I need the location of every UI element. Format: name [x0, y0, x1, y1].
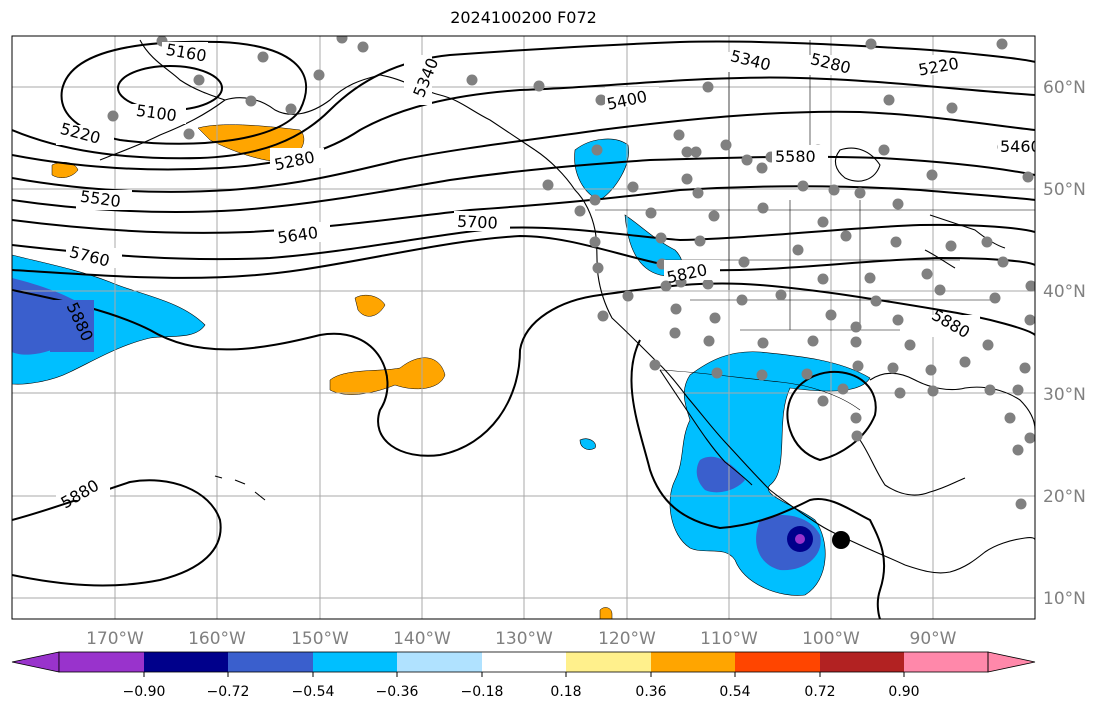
lat-label: 60°N — [1043, 78, 1086, 98]
negative-anomaly-area — [669, 351, 871, 596]
lon-label: 130°W — [495, 629, 553, 649]
colorbar-segment — [144, 652, 228, 672]
lon-label: 100°W — [802, 629, 860, 649]
lon-label: 90°W — [910, 629, 957, 649]
lon-label: 170°W — [86, 629, 144, 649]
colorbar-tick-label: −0.54 — [292, 684, 335, 700]
lat-label: 50°N — [1043, 180, 1086, 200]
latitude-axis: 60°N 50°N 40°N 30°N 20°N 10°N — [1043, 78, 1086, 609]
colorbar-tick-label: −0.36 — [376, 684, 419, 700]
colorbar-segment — [904, 652, 988, 672]
graticule — [12, 36, 1035, 619]
colorbar-tick-label: −0.72 — [207, 684, 250, 700]
colorbar-segment — [820, 652, 904, 672]
contour-label: 5460 — [1000, 137, 1041, 156]
negative-anomaly-area — [579, 438, 596, 450]
positive-anomaly-area — [599, 607, 613, 619]
colorbar-min-extension — [11, 651, 60, 673]
lon-label: 140°W — [393, 629, 451, 649]
colorbar-segment — [651, 652, 735, 672]
colorbar-segment — [735, 652, 820, 672]
colorbar-segment — [313, 652, 397, 672]
lon-label: 110°W — [700, 629, 758, 649]
colorbar-segment — [566, 652, 651, 672]
colorbar-segment — [397, 652, 482, 672]
colorbar-tick-label: 0.72 — [804, 684, 835, 700]
coastlines — [99, 39, 1035, 574]
colorbar-segment — [228, 652, 313, 672]
highlight-marker — [832, 531, 850, 549]
contour-label: 5580 — [775, 147, 816, 166]
lon-label: 160°W — [188, 629, 246, 649]
colorbar-tick-label: 0.36 — [635, 684, 666, 700]
contour-label: 5700 — [457, 212, 499, 233]
positive-anomaly-area — [354, 294, 386, 317]
colorbar-tick-label: 0.54 — [719, 684, 750, 700]
colorbar: −0.90 −0.72 −0.54 −0.36 −0.18 0.18 0.36 … — [11, 651, 1036, 700]
negative-anomaly-area — [696, 456, 745, 493]
height-contours — [12, 40, 1035, 619]
colorbar-tick-label: 0.90 — [888, 684, 919, 700]
lat-label: 20°N — [1043, 487, 1086, 507]
lat-label: 10°N — [1043, 589, 1086, 609]
colorbar-outline — [58, 651, 989, 673]
lon-label: 120°W — [598, 629, 656, 649]
colorbar-tick-label: −0.18 — [461, 684, 504, 700]
colorbar-tick-label: −0.90 — [123, 684, 166, 700]
lat-label: 30°N — [1043, 385, 1086, 405]
colorbar-max-extension — [987, 651, 1036, 673]
colorbar-tick-label: 0.18 — [550, 684, 581, 700]
colorbar-segment — [59, 652, 144, 672]
negative-anomaly-min — [795, 534, 805, 544]
lat-label: 40°N — [1043, 282, 1086, 302]
map-frame — [11, 35, 1036, 620]
map-title: 2024100200 F072 — [450, 8, 597, 27]
lon-label: 150°W — [291, 629, 349, 649]
longitude-axis: 170°W 160°W 150°W 140°W 130°W 120°W 110°… — [86, 629, 957, 649]
colorbar-segment — [482, 652, 566, 672]
contour-labels: 5160 5100 5220 5280 5340 5280 5220 5400 … — [50, 40, 1041, 513]
negative-anomaly-area — [574, 138, 629, 201]
